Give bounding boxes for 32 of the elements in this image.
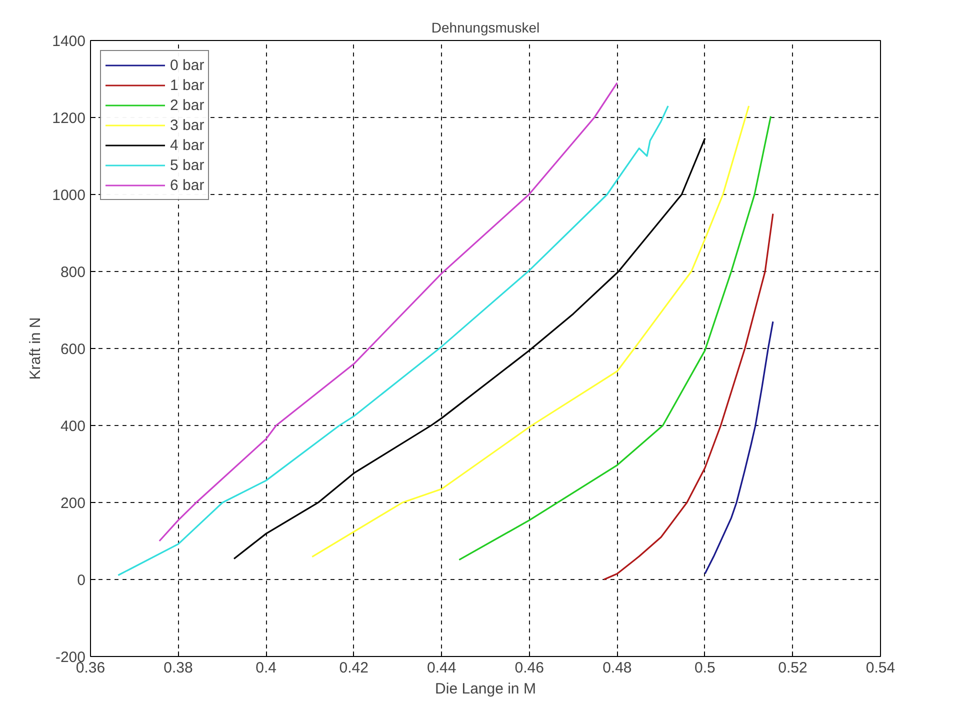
legend-label: 1 bar — [170, 76, 204, 94]
x-tick-label: 0.38 — [164, 660, 193, 676]
legend-label: 4 bar — [170, 136, 204, 154]
chart-title: Dehnungsmuskel — [431, 20, 540, 36]
x-tick-label: 0.46 — [514, 660, 544, 676]
y-tick-label: 400 — [60, 418, 86, 435]
y-tick-label: 0 — [77, 572, 86, 589]
legend-label: 6 bar — [170, 176, 204, 194]
y-tick-label: 1000 — [52, 187, 86, 204]
y-axis-title: Kraft in N — [27, 317, 44, 380]
line-series — [603, 212, 774, 580]
y-tick-label: 800 — [60, 264, 86, 281]
line-series — [311, 105, 750, 558]
line-series — [233, 137, 706, 560]
y-tick-label: 600 — [60, 341, 86, 358]
x-tick-label: 0.52 — [778, 660, 808, 676]
y-tick-label: 1400 — [52, 33, 86, 50]
x-tick-label: 0.48 — [602, 660, 632, 676]
legend-label: 0 bar — [170, 56, 204, 74]
x-tick-label: 0.5 — [694, 660, 716, 676]
x-axis-title: Die Lange in M — [435, 680, 536, 698]
line-series — [704, 320, 774, 575]
y-tick-label: 200 — [60, 495, 86, 512]
legend-label: 2 bar — [170, 96, 204, 114]
x-tick-label: 0.4 — [256, 660, 276, 676]
line-series — [458, 116, 772, 561]
x-tick-label: 0.42 — [339, 660, 368, 676]
legend-label: 5 bar — [170, 156, 204, 174]
x-tick-label: 0.44 — [427, 660, 456, 676]
y-tick-label: 1200 — [52, 110, 86, 127]
x-tick-label: 0.54 — [866, 660, 896, 676]
legend-label: 3 bar — [170, 116, 204, 134]
